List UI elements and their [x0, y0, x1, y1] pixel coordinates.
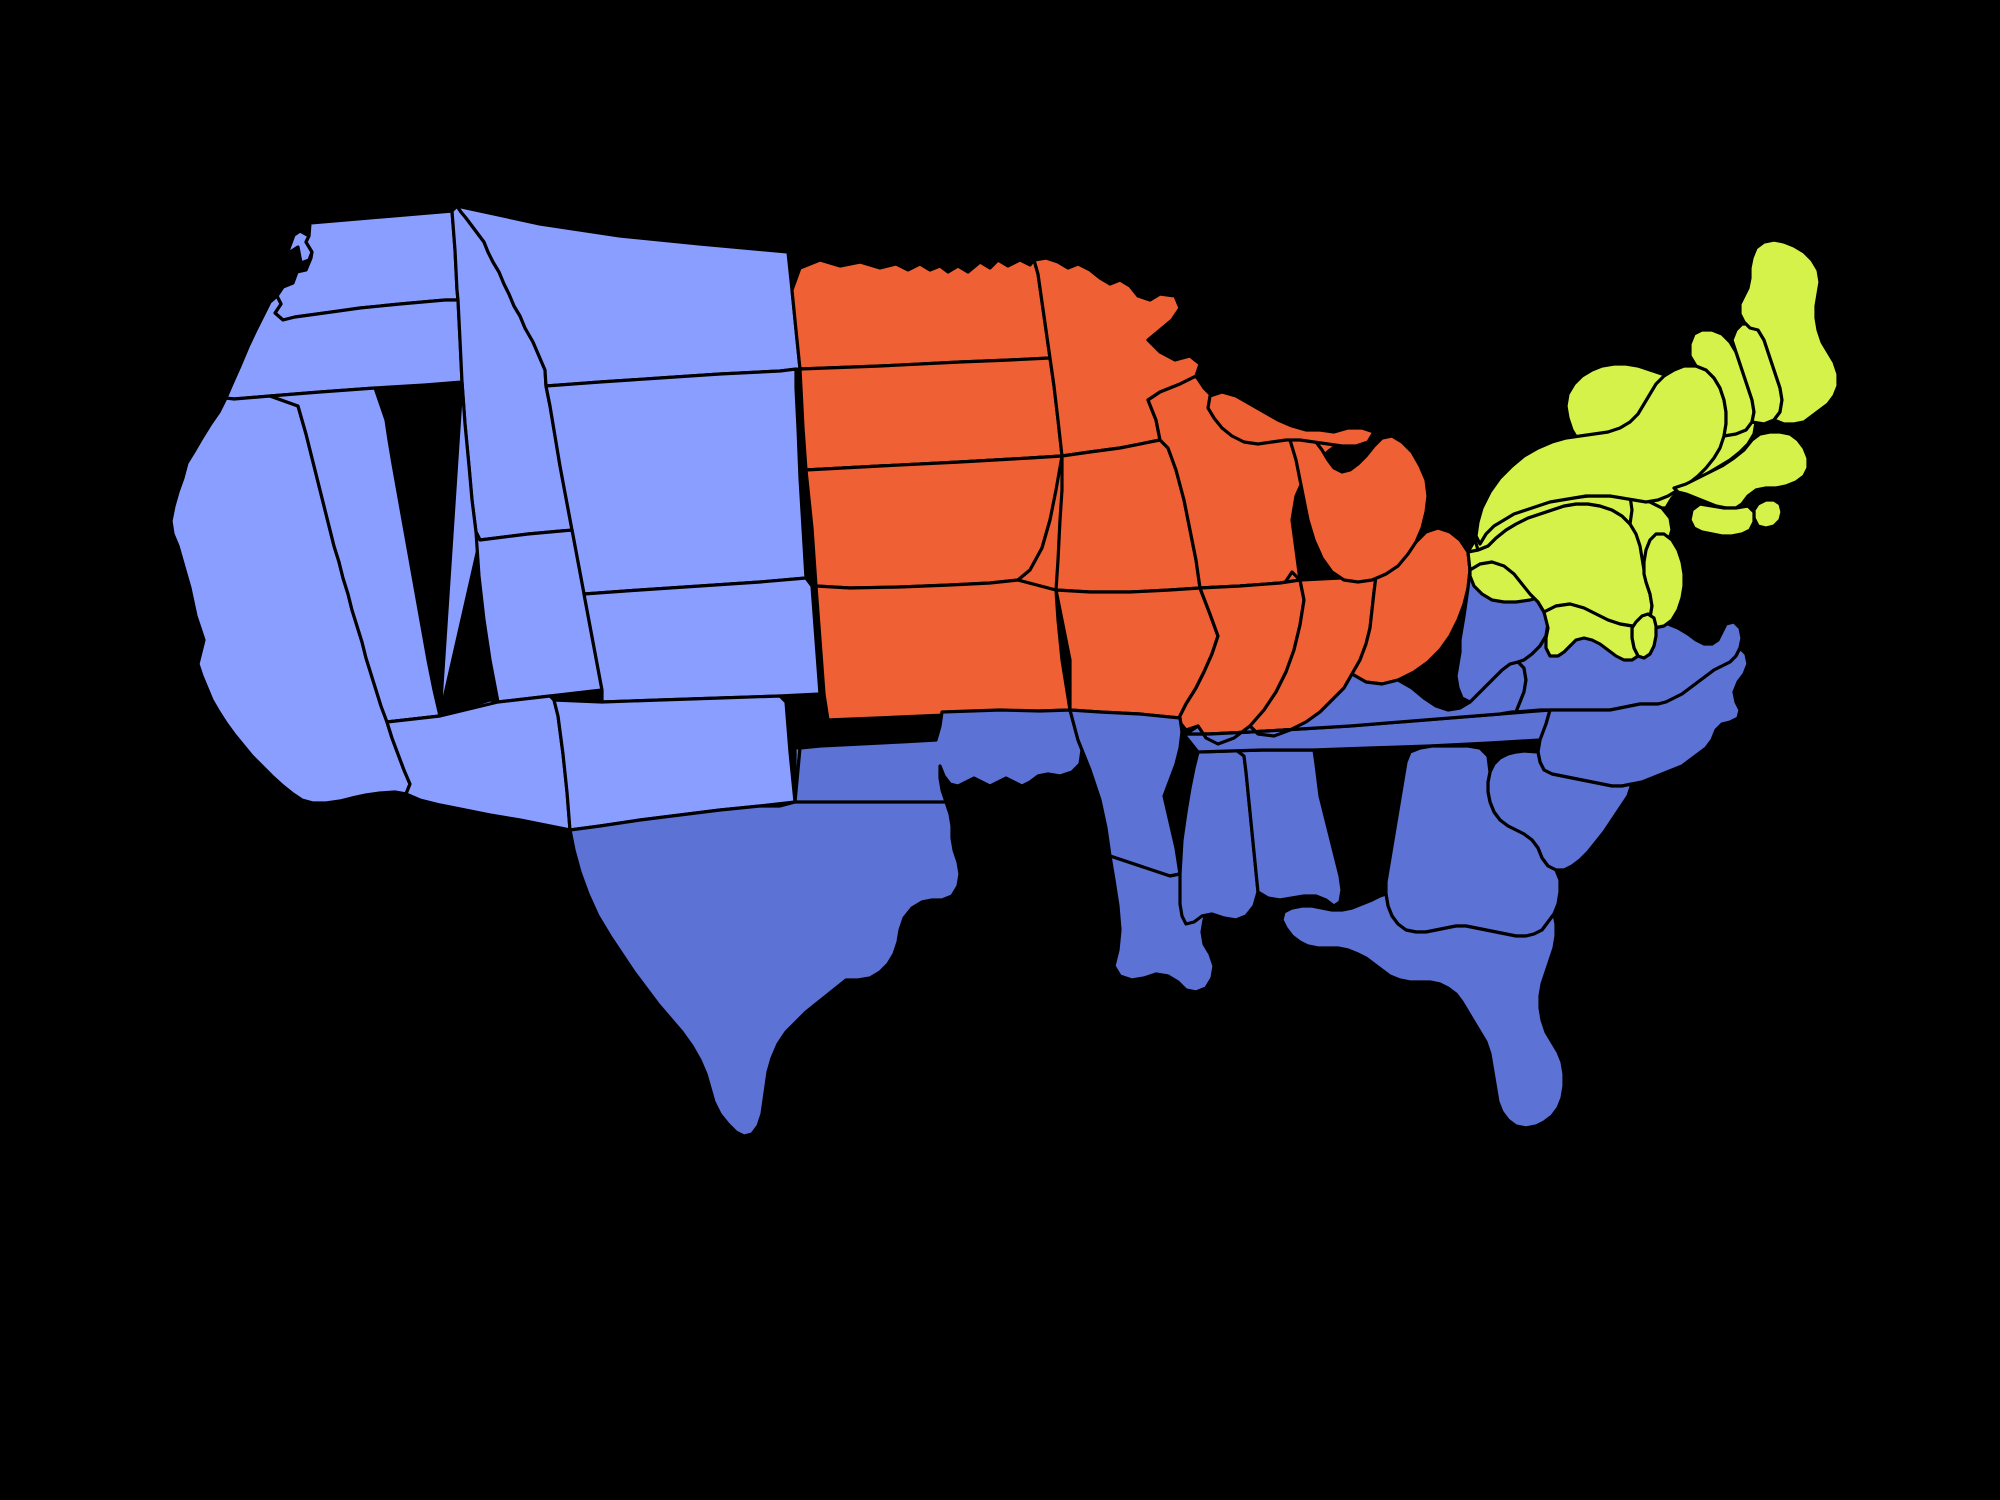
state-rhode-island[interactable]	[1752, 498, 1784, 530]
region-northeast[interactable]	[1466, 238, 1840, 662]
state-oklahoma[interactable]	[793, 708, 1084, 804]
state-nevada[interactable]	[268, 386, 442, 724]
state-alabama[interactable]	[1234, 748, 1344, 908]
state-kentucky[interactable]	[1184, 660, 1528, 746]
state-connecticut[interactable]	[1688, 502, 1756, 538]
state-new-york-body[interactable]	[1474, 364, 1728, 546]
state-montana[interactable]	[455, 204, 802, 388]
state-florida[interactable]	[1280, 892, 1566, 1130]
region-west[interactable]	[169, 204, 822, 832]
state-kansas[interactable]	[814, 578, 1072, 722]
region-midwest[interactable]	[790, 256, 1472, 814]
state-utah[interactable]	[438, 380, 482, 718]
state-ohio[interactable]	[1350, 526, 1472, 686]
state-michigan-upper[interactable]	[1206, 390, 1376, 448]
region-south[interactable]	[568, 560, 1750, 1138]
state-minnesota[interactable]	[1032, 256, 1202, 458]
state-texas-main[interactable]	[568, 738, 962, 1138]
state-maine[interactable]	[1738, 238, 1840, 426]
state-arkansas-main[interactable]	[1068, 708, 1184, 882]
state-wyoming[interactable]	[544, 367, 808, 596]
state-nebraska-main[interactable]	[804, 454, 1064, 590]
state-colorado[interactable]	[582, 576, 822, 704]
state-michigan-lower[interactable]	[1288, 434, 1430, 584]
state-maryland[interactable]	[1542, 602, 1640, 662]
state-south-dakota[interactable]	[798, 356, 1064, 472]
state-north-dakota[interactable]	[790, 258, 1052, 371]
